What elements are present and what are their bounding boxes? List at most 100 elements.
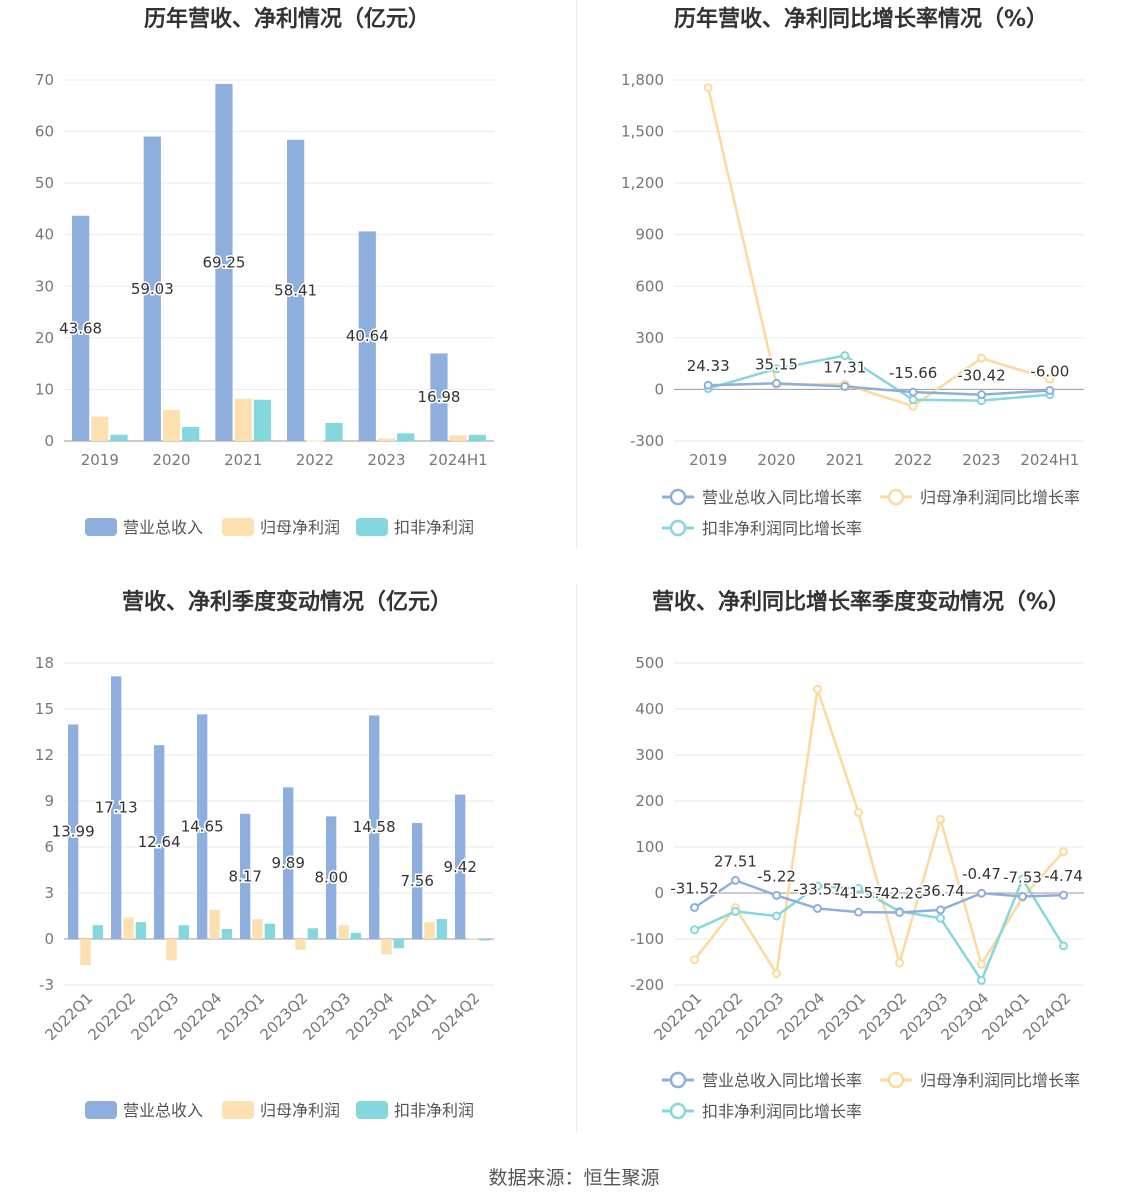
legend-marker-deducted-profit [669, 519, 687, 537]
bar-net-profit [166, 939, 177, 961]
data-label: 9.89 [271, 854, 304, 872]
bar-deducted-profit [264, 923, 275, 939]
legend-label-deducted-profit: 扣非净利润 [394, 1101, 474, 1120]
point-net-profit [690, 955, 699, 965]
point-revenue [977, 390, 986, 400]
x-tick-label: 2024H1 [1020, 451, 1079, 469]
data-label: -36.74 [916, 882, 964, 900]
point-deducted-profit [840, 351, 850, 361]
bar-net-profit [234, 398, 252, 441]
chart-title: 历年营收、净利同比增长率情况（%） [674, 6, 1048, 32]
data-label: 35.15 [755, 355, 798, 373]
point-net-profit [977, 353, 986, 363]
point-revenue [772, 378, 781, 388]
annual-revenue-profit-svg: 历年营收、净利情况（亿元） 0 10 20 30 40 50 60 70 2019 2020 2021… [35, 6, 494, 537]
series-line-revenue [708, 382, 1050, 396]
data-label: 14.58 [353, 818, 396, 836]
y-tick-label: 500 [635, 654, 664, 672]
y-tick-label: -300 [630, 432, 664, 450]
legend-label-net-profit: 归母净利润 [260, 1101, 340, 1120]
legend-marker-deducted-profit [669, 1102, 687, 1120]
y-tick-label: 6 [44, 838, 54, 856]
bar-net-profit [80, 939, 91, 966]
y-tick-label: -100 [630, 930, 664, 948]
data-label: 40.64 [346, 327, 389, 345]
x-tick-label: 2024H1 [429, 451, 488, 469]
legend-label-revenue: 营业总收入 [123, 518, 203, 537]
y-tick-label: 300 [635, 746, 664, 764]
annual-revenue-profit-chart: 历年营收、净利情况（亿元） 0 10 20 30 40 50 60 70 2019 2020 2021… [0, 0, 574, 575]
point-net-profit [977, 959, 986, 969]
y-tick-label: 30 [35, 277, 54, 295]
bar-revenue [111, 676, 122, 939]
y-tick-label: 1,200 [621, 174, 664, 192]
x-tick-label: 2024Q2 [429, 989, 484, 1044]
bar-deducted-profit [135, 922, 146, 939]
data-label: 58.41 [274, 281, 317, 299]
point-deducted-profit [854, 883, 863, 893]
bar-revenue [369, 715, 380, 939]
bar-deducted-profit [110, 434, 128, 441]
quarterly-revenue-profit-chart: 营收、净利季度变动情况（亿元） -3 0 3 6 9 12 15 18 2022Q1 2022Q2 2… [0, 583, 574, 1158]
x-tick-label: 2022 [894, 451, 932, 469]
point-revenue [936, 905, 945, 915]
bar-revenue [287, 139, 305, 441]
legend-label-net-profit: 归母净利润同比增长率 [920, 1071, 1080, 1090]
bar-deducted-profit [325, 422, 343, 441]
quarterly-growth-rate-chart: 营收、净利同比增长率季度变动情况（%） -200 -100 0 100 200 300 400… [574, 583, 1148, 1158]
bar-revenue [154, 745, 165, 939]
bar-deducted-profit [436, 919, 447, 939]
x-tick-label: 2021 [826, 451, 864, 469]
bar-net-profit [306, 440, 324, 442]
data-label: -41.57 [834, 884, 882, 902]
legend-swatch-net-profit [222, 518, 254, 536]
y-tick-label: 15 [35, 700, 54, 718]
data-label: -7.53 [1003, 868, 1042, 886]
bar-net-profit [381, 939, 392, 955]
legend-marker-revenue [669, 488, 687, 506]
y-tick-label: 400 [635, 700, 664, 718]
data-label: -42.26 [875, 884, 923, 902]
y-tick-label: 3 [44, 884, 54, 902]
point-deducted-profit [936, 913, 945, 923]
bar-net-profit [449, 435, 467, 441]
point-revenue [703, 380, 713, 390]
y-tick-label: 20 [35, 329, 54, 347]
y-tick-label: -200 [630, 976, 664, 994]
data-label: -0.47 [962, 865, 1001, 883]
annual-growth-rate-chart: 历年营收、净利同比增长率情况（%） -300 0 300 600 900 1,200 1,50… [574, 0, 1148, 575]
legend-marker-net-profit [887, 1071, 905, 1089]
point-net-profit [895, 958, 904, 968]
y-tick-label: 0 [654, 380, 664, 398]
data-label: 8.00 [314, 869, 347, 887]
y-tick-label: 10 [35, 380, 54, 398]
data-label: 9.42 [443, 858, 476, 876]
chart-title: 历年营收、净利情况（亿元） [144, 6, 430, 32]
point-deducted-profit [772, 911, 781, 921]
point-revenue [690, 902, 699, 912]
legend-swatch-revenue [85, 518, 117, 536]
data-label: 16.98 [417, 388, 460, 406]
data-label: 69.25 [202, 253, 245, 271]
bar-deducted-profit [479, 939, 490, 941]
point-deducted-profit [908, 395, 918, 405]
x-tick-label: 2021 [224, 451, 262, 469]
point-revenue [1018, 891, 1027, 901]
y-tick-label: 9 [44, 792, 54, 810]
bar-revenue [143, 136, 161, 441]
point-deducted-profit [690, 925, 699, 935]
legend-label-deducted-profit: 扣非净利润 [394, 518, 474, 537]
point-revenue [908, 387, 918, 397]
data-label: -31.52 [670, 879, 718, 897]
bar-revenue [412, 823, 423, 939]
x-tick-label: 2019 [689, 451, 727, 469]
point-revenue [813, 903, 822, 913]
x-tick-label: 2020 [152, 451, 190, 469]
legend-swatch-deducted-profit [356, 518, 388, 536]
legend-marker-net-profit [887, 488, 905, 506]
bar-deducted-profit [253, 399, 271, 441]
legend-label-revenue: 营业总收入 [123, 1101, 203, 1120]
bar-net-profit [91, 416, 109, 441]
data-label: -4.74 [1044, 867, 1083, 885]
y-tick-label: 50 [35, 174, 54, 192]
